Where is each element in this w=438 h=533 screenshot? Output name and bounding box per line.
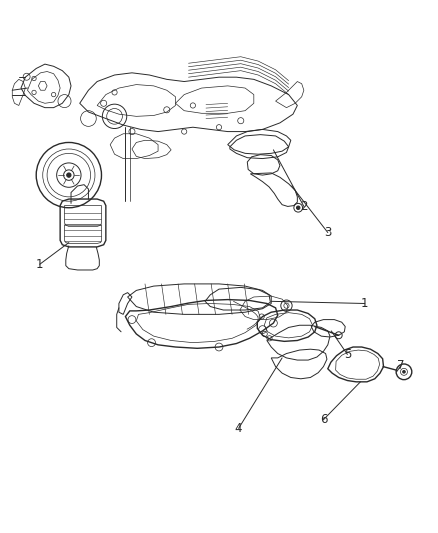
Text: 5: 5 [344,348,351,361]
Circle shape [297,206,300,209]
Text: 6: 6 [320,413,327,426]
Text: 7: 7 [397,359,405,372]
Text: 1: 1 [361,297,368,310]
Text: 2: 2 [300,200,307,213]
Circle shape [67,173,71,177]
Text: 1: 1 [36,258,43,271]
Text: 4: 4 [235,422,242,435]
Text: 3: 3 [324,226,332,239]
Circle shape [403,370,405,373]
